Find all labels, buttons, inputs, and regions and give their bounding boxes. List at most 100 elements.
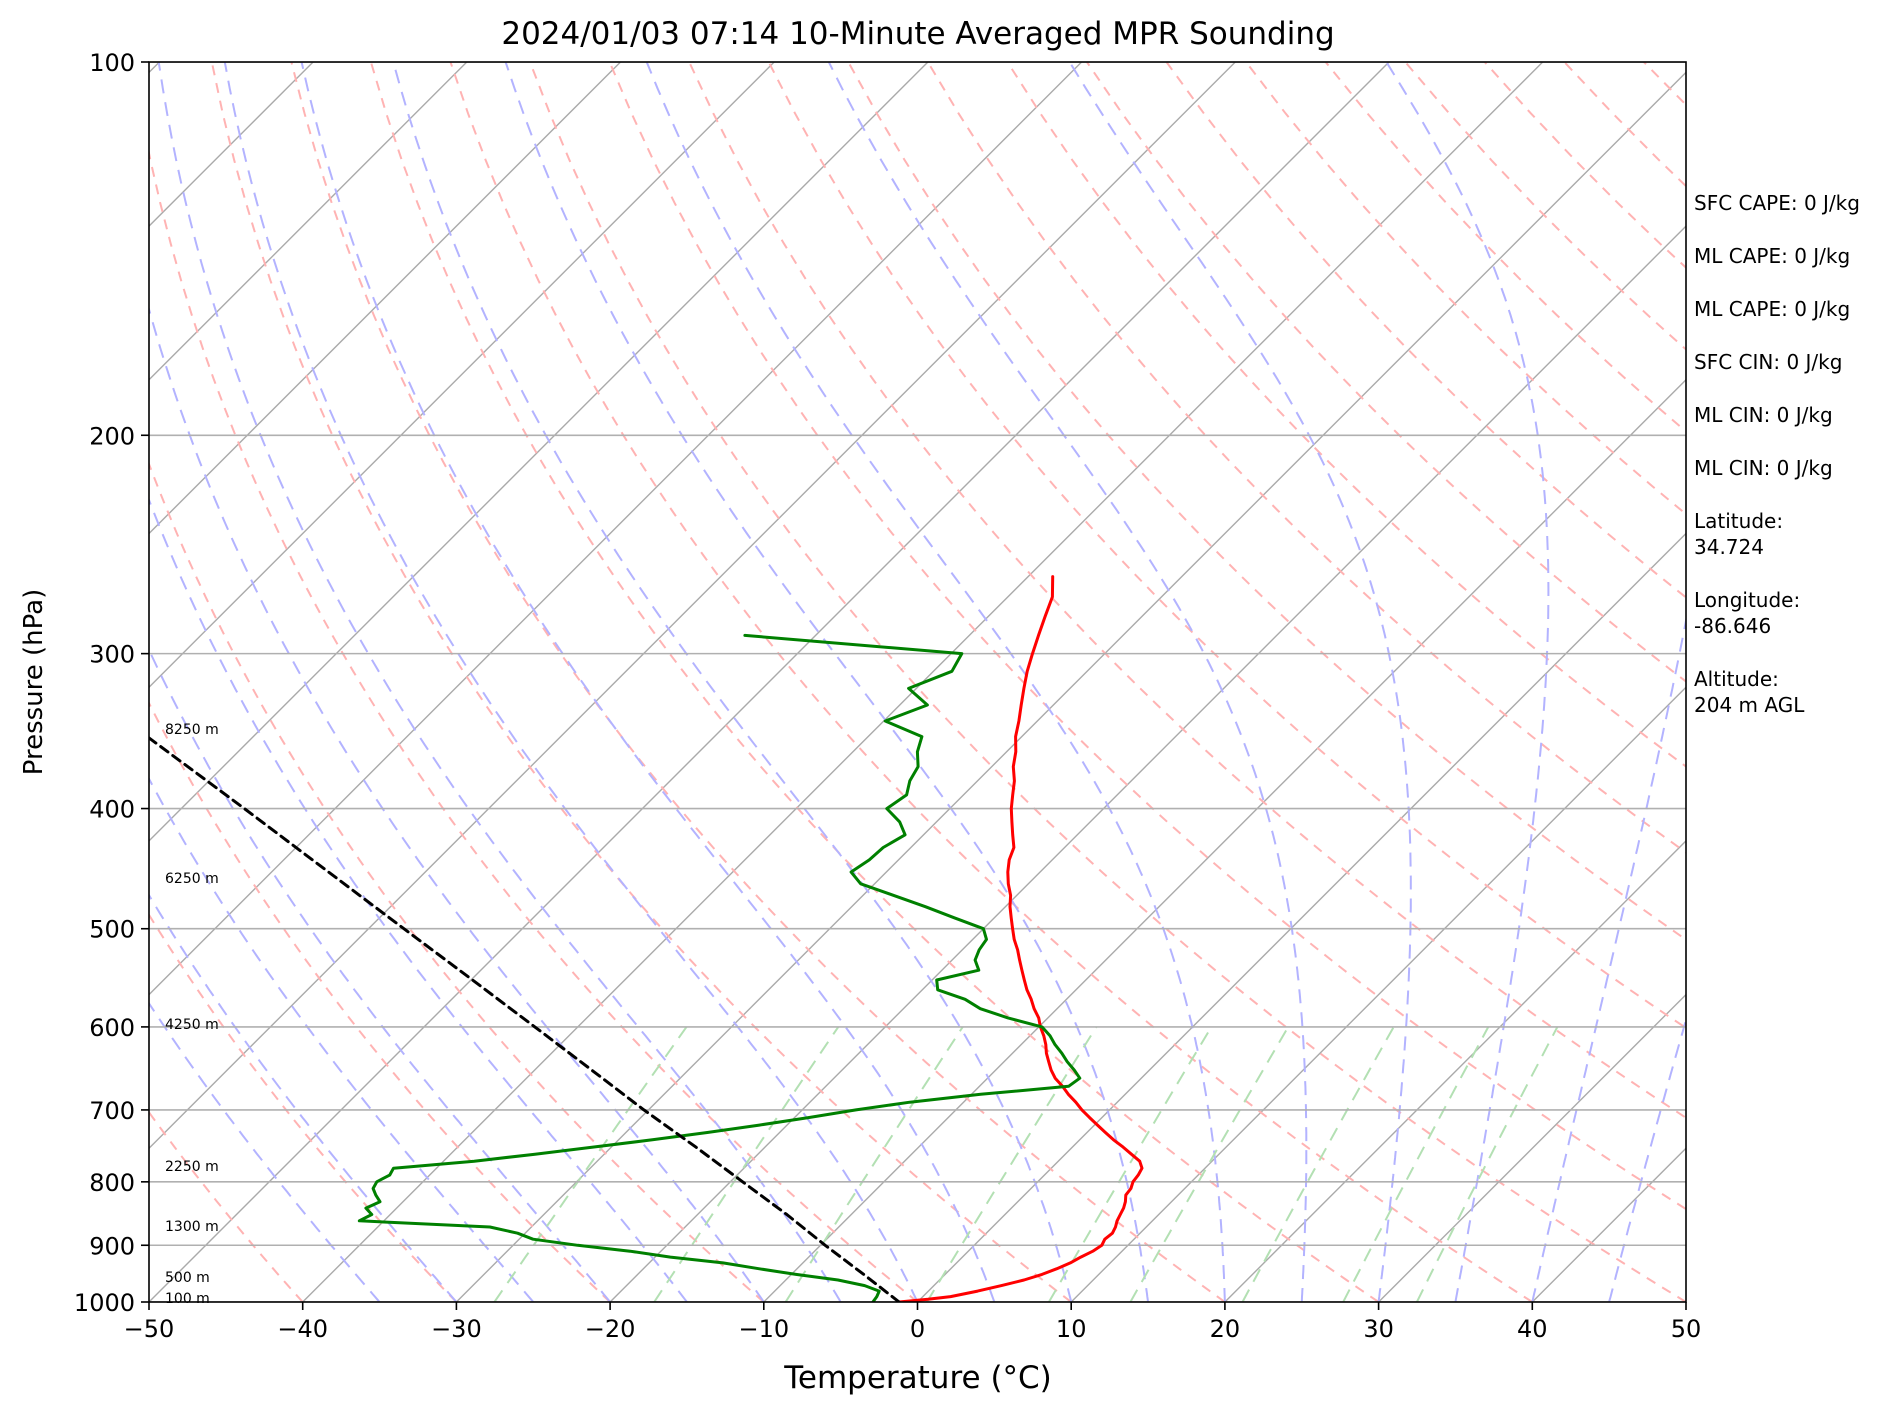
dewpoint-profile-line	[357, 633, 1082, 1302]
longitude-value: -86.646	[1694, 614, 1772, 638]
dry-adiabat-line	[1883, 62, 1893, 1302]
latitude-label: Latitude:	[1694, 509, 1784, 533]
latitude-value: 34.724	[1694, 535, 1764, 559]
dry-adiabat-line	[608, 62, 1686, 1211]
dry-adiabat-line	[449, 62, 1533, 1302]
isotherm-line	[1378, 993, 1686, 1302]
dry-adiabat-line	[767, 62, 1686, 1030]
moist-adiabat-line	[1385, 62, 1550, 1302]
dry-adiabat-line	[149, 461, 765, 1302]
sounding-stats: SFC CAPE: 0 J/kg ML CAPE: 0 J/kg ML CAPE…	[1694, 190, 1860, 745]
dry-adiabat-line	[1086, 62, 1686, 683]
height-label: 8250 m	[165, 722, 219, 738]
sfc-cin-text: SFC CIN: 0 J/kg	[1694, 350, 1843, 374]
plot-frame	[148, 61, 1687, 1303]
x-tick-label: 40	[1517, 1315, 1548, 1343]
x-tick-label: 10	[1056, 1315, 1087, 1343]
isotherm-line	[149, 62, 1083, 996]
isotherm-line	[149, 62, 929, 842]
y-tick-label: 400	[89, 796, 135, 824]
altitude-label: Altitude:	[1694, 667, 1779, 691]
moist-adiabat-line	[157, 62, 842, 1302]
moist-adiabat-line	[645, 62, 1226, 1302]
longitude-label: Longitude:	[1694, 588, 1801, 612]
x-tick-label: −20	[585, 1315, 636, 1343]
dry-adiabat-line	[149, 700, 611, 1302]
ml-cin-text-2: ML CIN: 0 J/kg	[1694, 456, 1833, 480]
ml-cin-text: ML CIN: 0 J/kg	[1694, 403, 1833, 427]
moist-adiabat-line	[149, 1001, 381, 1302]
dry-adiabat-line	[210, 62, 1072, 1302]
isotherm-line	[917, 532, 1686, 1302]
y-tick-label: 500	[89, 916, 135, 944]
moist-adiabat-line	[1531, 615, 1686, 1302]
height-label: 1300 m	[165, 1219, 219, 1235]
sfc-cape-text: SFC CAPE: 0 J/kg	[1694, 191, 1860, 215]
moist-adiabat-line	[827, 62, 1308, 1302]
isotherm-line	[1224, 839, 1686, 1302]
isotherm-line	[1070, 686, 1686, 1302]
y-tick-label: 900	[89, 1232, 135, 1260]
y-tick-label: 1000	[74, 1289, 135, 1317]
altitude-value: 204 m AGL	[1694, 693, 1805, 717]
x-tick-label: 30	[1363, 1315, 1394, 1343]
x-tick-label: −40	[277, 1315, 328, 1343]
isotherm-line	[149, 62, 621, 535]
mixing-ratio-line	[1416, 1026, 1559, 1302]
y-tick-label: 800	[89, 1169, 135, 1197]
moist-adiabat-line	[300, 62, 996, 1302]
height-label: 4250 m	[165, 1017, 219, 1033]
moist-adiabat-line	[223, 62, 919, 1302]
isotherm-line	[149, 62, 1390, 1302]
moist-adiabat-line	[504, 62, 1149, 1302]
chart-title: 2024/01/03 07:14 10-Minute Averaged MPR …	[501, 16, 1334, 52]
isotherm-line	[149, 62, 1236, 1150]
isotherm-line	[0, 62, 6, 1302]
x-tick-label: −50	[124, 1315, 175, 1343]
x-tick-label: 50	[1671, 1315, 1702, 1343]
moist-adiabat-line	[392, 62, 1073, 1302]
height-label: 6250 m	[165, 871, 219, 887]
dry-adiabat-line	[290, 62, 1226, 1302]
altitude-block: Altitude: 204 m AGL	[1694, 666, 1860, 718]
y-tick-label: 100	[89, 49, 135, 77]
moist-adiabat-line	[149, 497, 688, 1302]
x-axis-label: Temperature (°C)	[783, 1360, 1052, 1396]
y-tick-label: 300	[89, 641, 135, 669]
dry-adiabat-line	[688, 62, 1686, 1119]
dry-adiabat-line	[149, 1110, 304, 1302]
x-tick-label: 20	[1210, 1315, 1241, 1343]
moist-adiabat-line	[1068, 62, 1412, 1302]
height-label: 100 m	[165, 1291, 210, 1307]
y-tick-label: 700	[89, 1097, 135, 1125]
isotherm-line	[609, 225, 1686, 1302]
mixing-ratio-line	[1342, 1026, 1490, 1302]
y-tick-label: 600	[89, 1014, 135, 1042]
dry-adiabat-line	[149, 148, 919, 1302]
moist-adiabat-line	[149, 776, 535, 1302]
ml-cape-text: ML CAPE: 0 J/kg	[1694, 244, 1851, 268]
dry-adiabat-line	[529, 62, 1686, 1302]
y-axis-label: Pressure (hPa)	[19, 589, 49, 776]
height-label: 500 m	[165, 1270, 210, 1286]
longitude-block: Longitude: -86.646	[1694, 587, 1860, 639]
isotherm-line	[455, 71, 1686, 1302]
y-tick-label: 200	[89, 422, 135, 450]
dry-adiabat-line	[149, 912, 458, 1302]
isotherm-line	[149, 62, 468, 381]
parcel-profile-line	[149, 736, 901, 1302]
temperature-profile-line	[897, 575, 1144, 1302]
height-label: 2250 m	[165, 1159, 219, 1175]
x-tick-label: −30	[431, 1315, 482, 1343]
dry-adiabat-line	[847, 62, 1686, 941]
mixing-ratio-line	[493, 1026, 688, 1302]
x-tick-label: −10	[738, 1315, 789, 1343]
moist-adiabat-line	[149, 647, 611, 1302]
ml-cape-text-2: ML CAPE: 0 J/kg	[1694, 297, 1851, 321]
x-tick-label: 0	[910, 1315, 925, 1343]
dry-adiabat-line	[369, 62, 1380, 1302]
latitude-block: Latitude: 34.724	[1694, 508, 1860, 560]
moist-adiabat-line	[149, 305, 765, 1302]
moist-adiabat-line	[149, 893, 458, 1302]
